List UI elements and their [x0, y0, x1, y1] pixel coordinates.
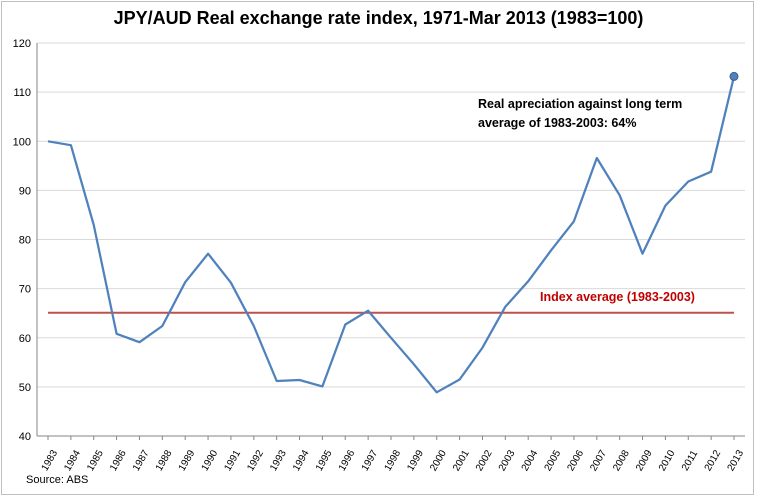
x-tick-label: 2009: [634, 448, 655, 473]
series-line: [47, 76, 736, 394]
x-tick-label: 2010: [657, 448, 678, 473]
y-tick-label: 80: [19, 235, 31, 247]
appreciation-annotation-line2: average of 1983-2003: 64%: [478, 116, 636, 130]
y-tick-label: 70: [19, 284, 31, 296]
x-tick-label: 1994: [291, 448, 312, 473]
x-tick-label: 1984: [62, 448, 83, 473]
x-tick-label: 2006: [565, 448, 586, 473]
x-tick-label: 1996: [337, 448, 358, 473]
x-tick-label: 2000: [428, 448, 449, 473]
appreciation-annotation-line1: Real apreciation against long term: [478, 97, 682, 111]
y-tick-label: 50: [19, 382, 31, 394]
x-tick-label: 1993: [268, 448, 289, 473]
x-tick-label: 2001: [451, 448, 472, 473]
x-tick-label: 2003: [497, 448, 518, 473]
x-tick-label: 1989: [177, 448, 198, 473]
x-tick-label: 1986: [108, 448, 129, 473]
x-tick-label: 1992: [245, 448, 266, 473]
x-tick-label: 2007: [588, 448, 609, 473]
x-tick-label: 2013: [726, 448, 747, 473]
x-tick-label: 2004: [520, 448, 541, 473]
x-tick-label: 1987: [131, 448, 152, 473]
y-tick-label: 90: [19, 185, 31, 197]
y-tick-label: 120: [13, 38, 31, 50]
x-tick-label: 1990: [200, 448, 221, 473]
x-tick-label: 1983: [40, 448, 61, 473]
x-tick-label: 2012: [703, 448, 724, 473]
x-tick-label: 2011: [680, 448, 700, 473]
x-tick-label: 2008: [611, 448, 632, 473]
y-tick-label: 60: [19, 333, 31, 345]
y-tick-label: 40: [19, 431, 31, 443]
last-point-marker: [729, 71, 739, 81]
source-note: Source: ABS: [26, 474, 89, 486]
x-tick-label: 1991: [222, 448, 243, 473]
y-axis-ticks: 40 50 60 70 80 90 100 110 120: [13, 38, 31, 443]
x-tick-label: 1999: [405, 448, 426, 473]
x-tick-label: 1997: [360, 448, 381, 473]
x-tick-label: 1998: [383, 448, 404, 473]
x-tick-label: 2002: [474, 448, 495, 473]
y-tick-label: 110: [13, 87, 31, 99]
x-tick-label: 1988: [154, 448, 175, 473]
x-axis-ticks: 1983 1984 1985 1986 1987 1988 1989 1990 1991 1992…: [40, 436, 747, 473]
chart-title: JPY/AUD Real exchange rate index, 1971-M…: [113, 8, 644, 28]
y-tick-label: 100: [13, 136, 31, 148]
x-tick-label: 1985: [85, 448, 106, 473]
x-tick-label: 1995: [314, 448, 335, 473]
average-label: Index average (1983-2003): [540, 290, 695, 304]
x-tick-label: 2005: [543, 448, 564, 473]
